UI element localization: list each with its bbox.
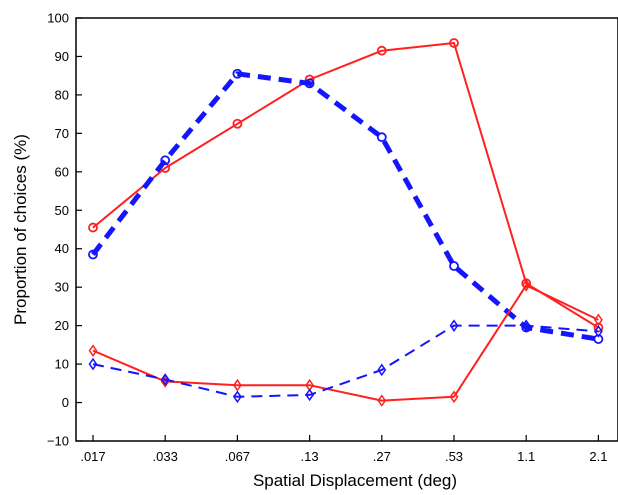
x-tick-label: .53 — [445, 449, 463, 464]
x-tick-label: .033 — [153, 449, 178, 464]
series-line — [91, 71, 599, 342]
data-point-diamond — [377, 394, 387, 407]
data-point-circle — [88, 249, 98, 260]
y-tick-label: 90 — [55, 49, 69, 64]
series-3 — [88, 278, 603, 407]
data-point-circle — [160, 155, 171, 166]
data-point-circle — [593, 334, 604, 344]
plot-frame — [75, 17, 618, 442]
data-point-circle — [593, 322, 604, 333]
data-point-circle — [449, 261, 459, 271]
data-point-diamond — [377, 363, 387, 377]
y-tick-label: 30 — [55, 280, 69, 295]
data-point-circle — [88, 222, 98, 233]
data-point-diamond — [593, 313, 603, 327]
data-point-diamond — [449, 390, 459, 404]
x-tick-label: 1.1 — [517, 449, 535, 464]
series-2 — [88, 68, 604, 344]
series-line — [92, 324, 599, 398]
series-line — [92, 284, 599, 402]
y-axis-label: Proportion of choices (%) — [11, 134, 30, 325]
x-tick-label: .13 — [301, 449, 319, 464]
data-point-diamond — [160, 373, 170, 386]
y-tick-label: 80 — [55, 87, 69, 102]
y-tick-label: −10 — [47, 434, 69, 449]
x-tick-label: .27 — [373, 449, 391, 464]
data-point-diamond — [232, 390, 242, 404]
data-point-diamond — [305, 388, 315, 402]
data-point-diamond — [449, 319, 459, 332]
data-point-diamond — [593, 325, 603, 338]
data-point-diamond — [88, 344, 98, 357]
series-4 — [88, 319, 603, 404]
data-point-circle — [376, 45, 387, 56]
y-tick-label: 100 — [47, 11, 69, 26]
data-point-diamond — [521, 319, 531, 332]
y-tick-label: 70 — [55, 126, 69, 141]
y-tick-label: 40 — [55, 241, 69, 256]
data-point-circle — [232, 68, 243, 79]
chart-series — [88, 38, 604, 407]
data-point-diamond — [521, 278, 531, 292]
x-tick-label: .067 — [225, 449, 250, 464]
data-point-circle — [232, 118, 243, 129]
data-point-circle — [304, 78, 315, 89]
y-tick-label: 50 — [55, 203, 69, 218]
y-tick-label: 10 — [55, 357, 69, 372]
y-tick-label: 0 — [62, 395, 69, 410]
data-point-circle — [376, 132, 387, 143]
data-point-diamond — [88, 357, 98, 371]
x-tick-label: 2.1 — [589, 449, 607, 464]
y-tick-label: 20 — [55, 318, 69, 333]
x-axis-label: Spatial Displacement (deg) — [253, 471, 457, 490]
series-1 — [88, 38, 604, 333]
x-tick-label: .017 — [80, 449, 105, 464]
chart-axes: −10 0 10 20 30 40 50 60 70 80 90 100 .017 .033 .067 .13… — [47, 11, 618, 464]
data-point-circle — [449, 38, 459, 48]
data-point-diamond — [232, 378, 242, 392]
series-line — [92, 42, 599, 329]
y-tick-label: 60 — [55, 164, 69, 179]
